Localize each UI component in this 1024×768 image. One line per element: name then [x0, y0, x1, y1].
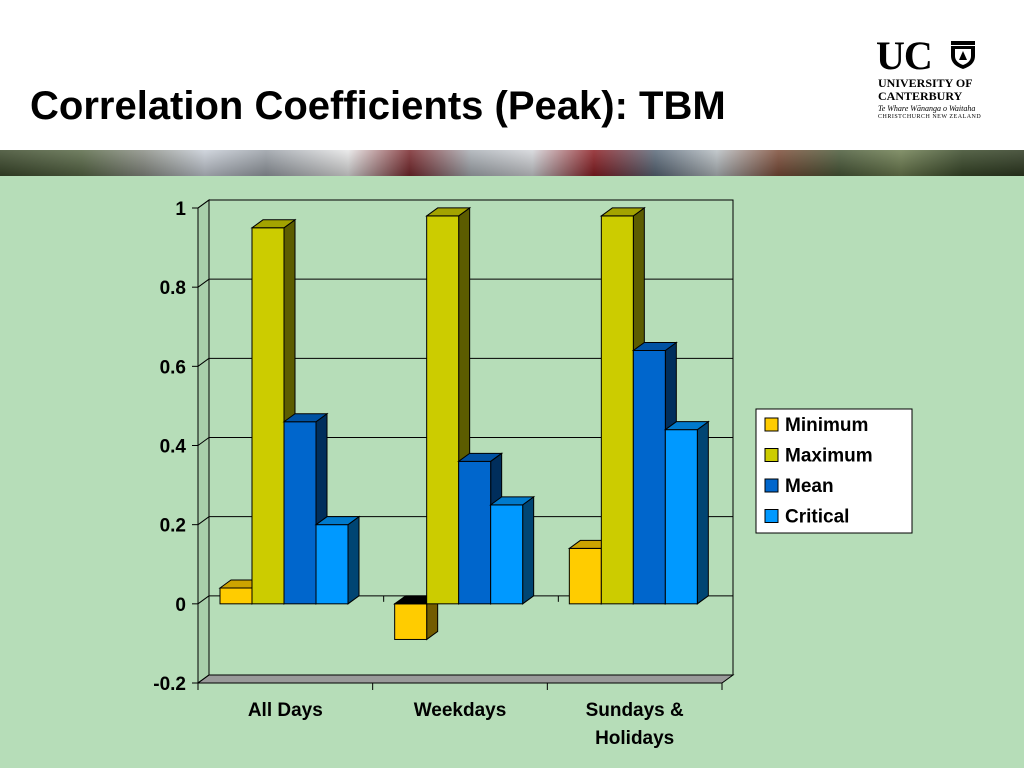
- x-category-label: Sundays &: [586, 700, 684, 721]
- bar: [458, 460, 492, 605]
- bar-top: [425, 207, 472, 217]
- gridline-depth: [197, 278, 210, 288]
- slide-title: Correlation Coefficients (Peak): TBM: [30, 84, 726, 128]
- photo-strip-shade: [0, 150, 1024, 176]
- bar: [632, 350, 666, 605]
- logo-mark: UC: [876, 33, 933, 78]
- bar-top: [599, 207, 646, 217]
- logo-line-1: UNIVERSITY OF: [878, 76, 973, 90]
- x-category-label: Holidays: [595, 728, 674, 749]
- gridline-depth: [197, 516, 210, 526]
- bar-top: [489, 496, 536, 506]
- gridline-depth: [197, 437, 210, 446]
- bar-side: [522, 495, 535, 605]
- bar: [394, 603, 428, 640]
- chart-floor: [196, 674, 735, 684]
- bar: [283, 421, 317, 605]
- bar-top: [457, 452, 504, 462]
- university-logo: UC UNIVERSITY OF CANTERBURY Te Whare Wān…: [872, 36, 984, 122]
- bar: [251, 227, 285, 605]
- bar-top: [282, 413, 329, 423]
- bar: [315, 524, 349, 605]
- gridline-depth: [197, 674, 210, 684]
- legend-swatch: [764, 417, 779, 432]
- bar-top: [663, 421, 710, 431]
- legend-swatch: [764, 448, 779, 462]
- gridline-depth: [197, 199, 210, 209]
- logo-line-2: CANTERBURY: [878, 89, 963, 103]
- logo-line-3: Te Whare Wānanga o Waitaha: [878, 104, 976, 113]
- bar-chart: -0.2 0 0.2 0.4 0.6 0.8 1 All Days Weekdays Sunday…: [153, 199, 913, 749]
- bar: [600, 215, 634, 605]
- bar-side: [696, 420, 709, 605]
- x-category-label: All Days: [248, 700, 323, 721]
- bar: [219, 587, 253, 605]
- legend-swatch: [764, 509, 779, 523]
- y-tick-label: 0.6: [160, 357, 186, 378]
- logo-line-4: CHRISTCHURCH NEW ZEALAND: [878, 114, 982, 120]
- y-tick-label: 1: [175, 199, 186, 220]
- university-crest-icon: [951, 41, 975, 69]
- bar-top: [631, 342, 678, 351]
- bar: [568, 547, 602, 605]
- legend-label: Mean: [785, 476, 834, 497]
- y-tick-label: 0: [175, 595, 186, 616]
- bar: [664, 429, 698, 605]
- gridline-depth: [197, 357, 210, 367]
- legend-swatch: [764, 478, 779, 493]
- gridline-depth: [197, 595, 210, 605]
- y-tick-label: 0.4: [160, 437, 187, 458]
- bar: [426, 215, 460, 605]
- y-tick-label: -0.2: [153, 674, 186, 695]
- bar-top: [314, 516, 361, 526]
- bar: [490, 504, 524, 605]
- car-traffic-photo-strip: [0, 150, 1024, 176]
- y-tick-label: 0.2: [160, 516, 186, 537]
- chart-layer: -0.2 0 0.2 0.4 0.6 0.8 1 All Days Weekdays Sunday…: [153, 199, 913, 749]
- bar-side: [347, 515, 360, 605]
- y-tick-label: 0.8: [160, 278, 186, 299]
- legend-label: Minimum: [785, 415, 868, 436]
- slide-content: -0.2 0 0.2 0.4 0.6 0.8 1 All Days Weekdays Sunday…: [0, 176, 1024, 768]
- legend-label: Critical: [785, 507, 849, 528]
- x-category-label: Weekdays: [414, 700, 507, 721]
- bar-top: [250, 219, 297, 229]
- title-bar: Correlation Coefficients (Peak): TBM UC …: [0, 0, 1024, 150]
- legend-label: Maximum: [785, 446, 873, 467]
- legend-box: [755, 408, 913, 534]
